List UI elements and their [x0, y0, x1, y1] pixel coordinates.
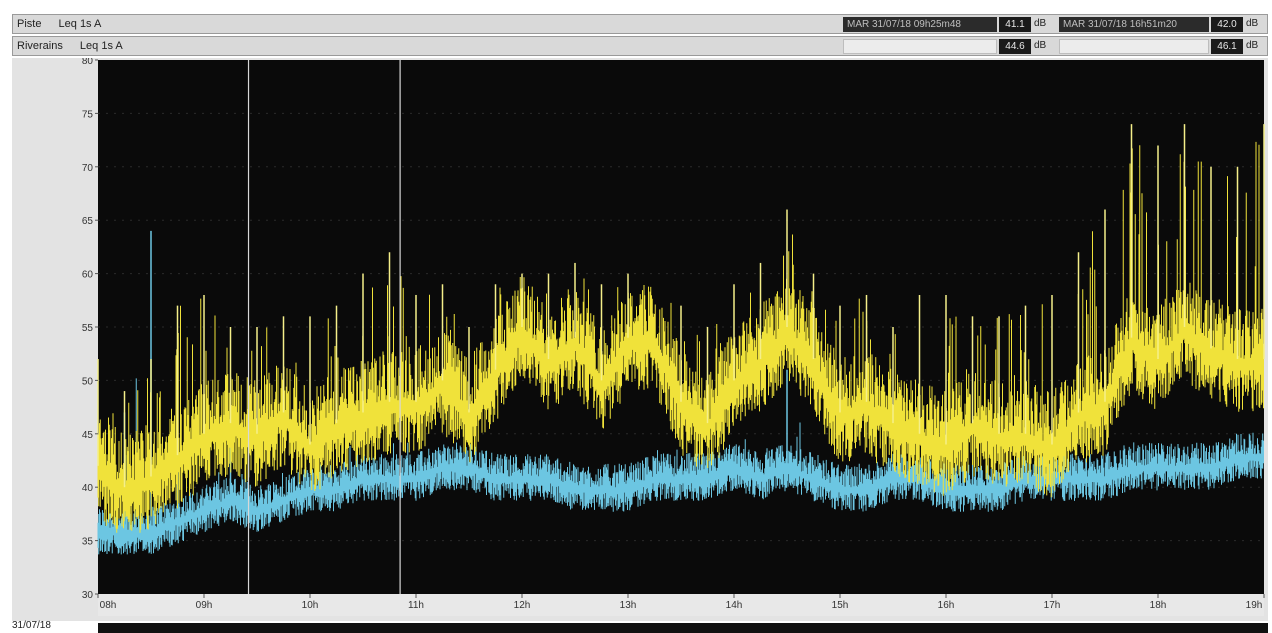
x-tick-label: 14h: [726, 600, 743, 611]
max-value: 42.0: [1211, 17, 1243, 32]
y-tick-label: 80: [82, 58, 94, 67]
series-name: Piste: [17, 18, 42, 30]
noise-level-chart: 30 35 40 45 50 55 60 65 70 75 80 08h 09h 10h 11h 12h 13h…: [82, 58, 1265, 616]
x-tick-label: 13h: [620, 600, 637, 611]
max-unit: dB: [1246, 40, 1259, 51]
x-tick-label: 09h: [196, 600, 213, 611]
x-tick-label: 19h: [1246, 600, 1263, 611]
max-timestamp-readout: MAR 31/07/18 16h51m20: [1059, 17, 1209, 32]
series-header-riverains: Riverains Leq 1s A 44.6 dB 46.1 dB: [12, 36, 1268, 56]
y-tick-label: 60: [82, 270, 94, 281]
footer: 31/07/18: [0, 620, 1272, 633]
min-value: 44.6: [999, 39, 1031, 54]
series-riverains: [97, 124, 1265, 533]
series-name: Riverains: [17, 40, 63, 52]
y-tick-label: 30: [82, 590, 94, 601]
x-tick-label: 08h: [100, 600, 117, 611]
y-tick-label: 45: [82, 430, 94, 441]
y-tick-label: 65: [82, 216, 94, 227]
x-axis-strip: [98, 594, 1264, 616]
series-metric: Leq 1s A: [79, 40, 123, 52]
y-tick-label: 70: [82, 163, 94, 174]
chart-area: 30 35 40 45 50 55 60 65 70 75 80 08h 09h 10h 11h 12h 13h…: [12, 58, 1268, 621]
max-unit: dB: [1246, 18, 1259, 29]
x-tick-label: 12h: [514, 600, 531, 611]
series-trace-piste: [97, 378, 1264, 555]
x-tick-label: 17h: [1044, 600, 1061, 611]
y-tick-label: 35: [82, 537, 94, 548]
min-unit: dB: [1034, 18, 1047, 29]
x-tick-label: 16h: [938, 600, 955, 611]
min-timestamp-field: [843, 39, 997, 54]
y-tick-label: 50: [82, 376, 94, 387]
min-timestamp-readout: MAR 31/07/18 09h25m48: [843, 17, 997, 32]
series-header-piste: Piste Leq 1s A MAR 31/07/18 09h25m48 41.…: [12, 14, 1268, 34]
date-label: 31/07/18: [12, 620, 51, 631]
y-tick-label: 55: [82, 323, 94, 334]
series-metric: Leq 1s A: [58, 18, 102, 30]
x-tick-label: 10h: [302, 600, 319, 611]
timeline-strip: [98, 623, 1268, 633]
y-tick-label: 75: [82, 109, 94, 120]
x-tick-label: 18h: [1150, 600, 1167, 611]
y-tick-label: 40: [82, 483, 94, 494]
x-tick-label: 15h: [832, 600, 849, 611]
series-label: Riverains Leq 1s A: [17, 40, 137, 52]
max-value: 46.1: [1211, 39, 1243, 54]
x-tick-label: 11h: [408, 600, 424, 611]
series-label: Piste Leq 1s A: [17, 18, 115, 30]
max-timestamp-field: [1059, 39, 1209, 54]
min-unit: dB: [1034, 40, 1047, 51]
min-value: 41.1: [999, 17, 1031, 32]
